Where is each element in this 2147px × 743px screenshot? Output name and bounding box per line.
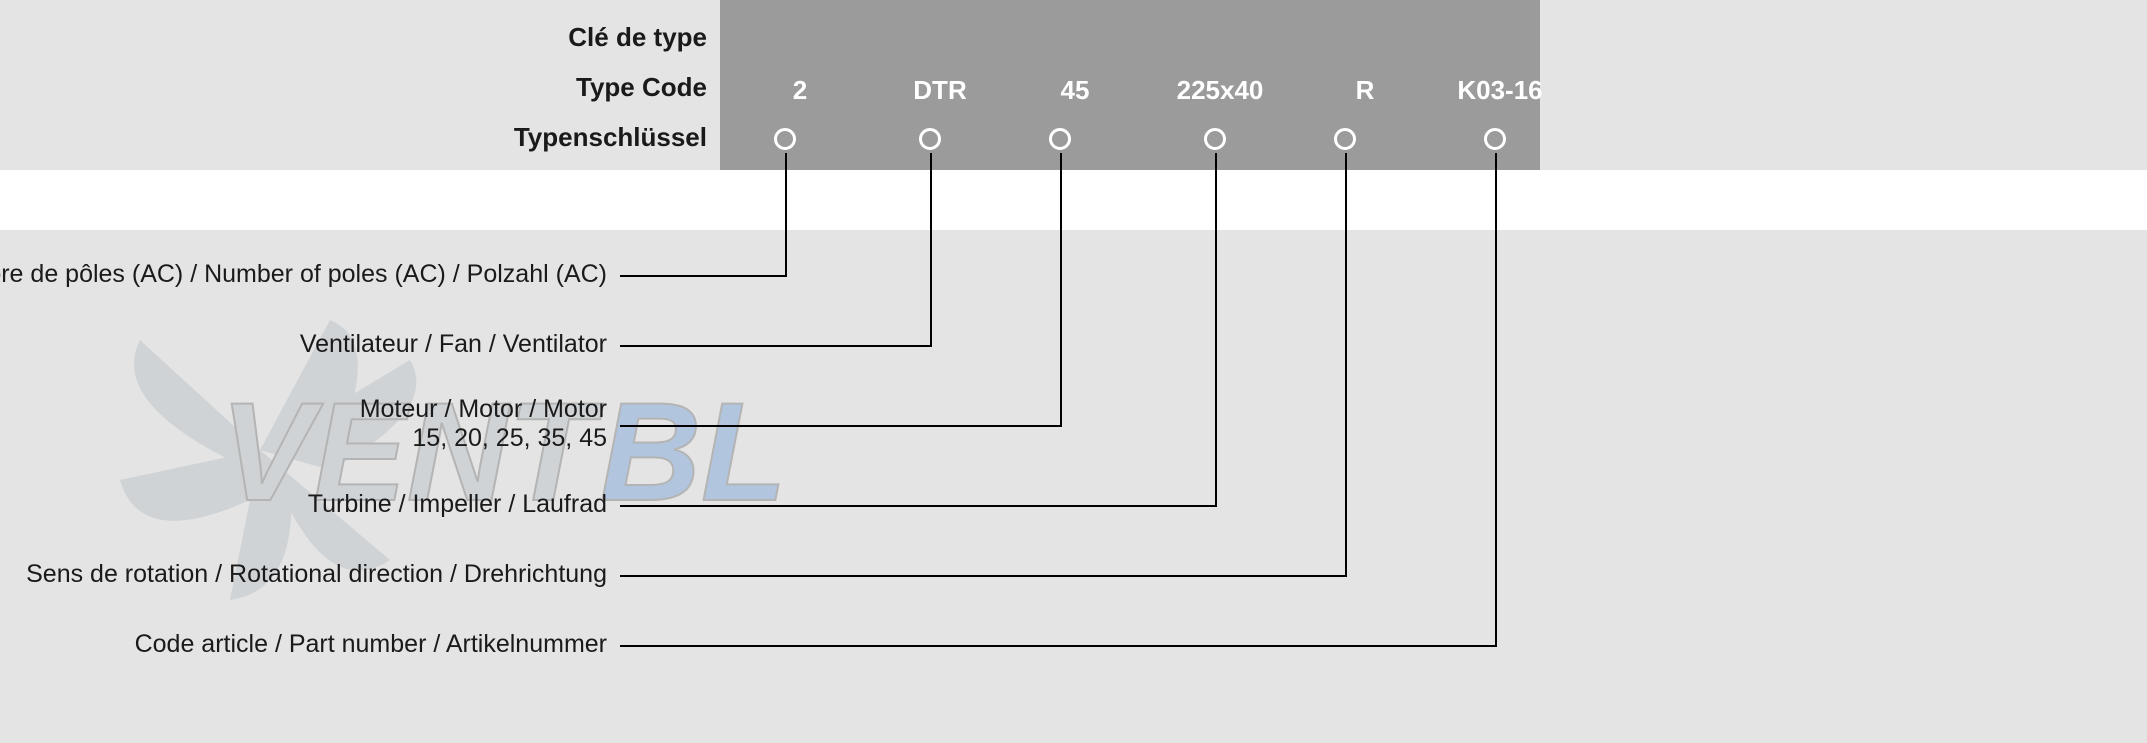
connector-v-4 [1345, 153, 1347, 575]
dot-4 [1334, 128, 1356, 150]
desc-partno: Code article / Part number / Artikelnumm… [0, 630, 607, 659]
type-code-diagram: VENT BL Clé de type Type Code Typenschlü… [0, 0, 2147, 743]
desc-rotation: Sens de rotation / Rotational direction … [0, 560, 607, 589]
connector-h-1 [620, 345, 932, 347]
connector-v-3 [1215, 153, 1217, 505]
header-de: Typenschlüssel [7, 122, 707, 153]
dot-1 [919, 128, 941, 150]
desc-motor-sub: 15, 20, 25, 35, 45 [0, 424, 607, 453]
connector-v-1 [930, 153, 932, 345]
desc-impeller: Turbine / Impeller / Laufrad [0, 490, 607, 519]
description-band [0, 230, 2147, 743]
desc-motor: Moteur / Motor / Motor 15, 20, 25, 35, 4… [0, 395, 607, 453]
code-val-0: 2 [720, 75, 880, 106]
connector-v-5 [1495, 153, 1497, 645]
connector-h-4 [620, 575, 1347, 577]
connector-h-3 [620, 505, 1217, 507]
desc-motor-text: Moteur / Motor / Motor [360, 395, 607, 423]
desc-fan: Ventilateur / Fan / Ventilator [0, 330, 607, 359]
dot-3 [1204, 128, 1226, 150]
dot-2 [1049, 128, 1071, 150]
dot-5 [1484, 128, 1506, 150]
dot-0 [774, 128, 796, 150]
desc-poles: Nombre de pôles (AC) / Number of poles (… [0, 260, 607, 289]
code-val-2: 45 [995, 75, 1155, 106]
code-val-5: K03-16 [1420, 75, 1580, 106]
connector-h-5 [620, 645, 1497, 647]
code-val-3: 225x40 [1140, 75, 1300, 106]
connector-h-2 [620, 425, 1062, 427]
connector-v-2 [1060, 153, 1062, 425]
connector-h-0 [620, 275, 787, 277]
connector-v-0 [785, 153, 787, 275]
header-en: Type Code [7, 72, 707, 103]
header-fr: Clé de type [7, 22, 707, 53]
